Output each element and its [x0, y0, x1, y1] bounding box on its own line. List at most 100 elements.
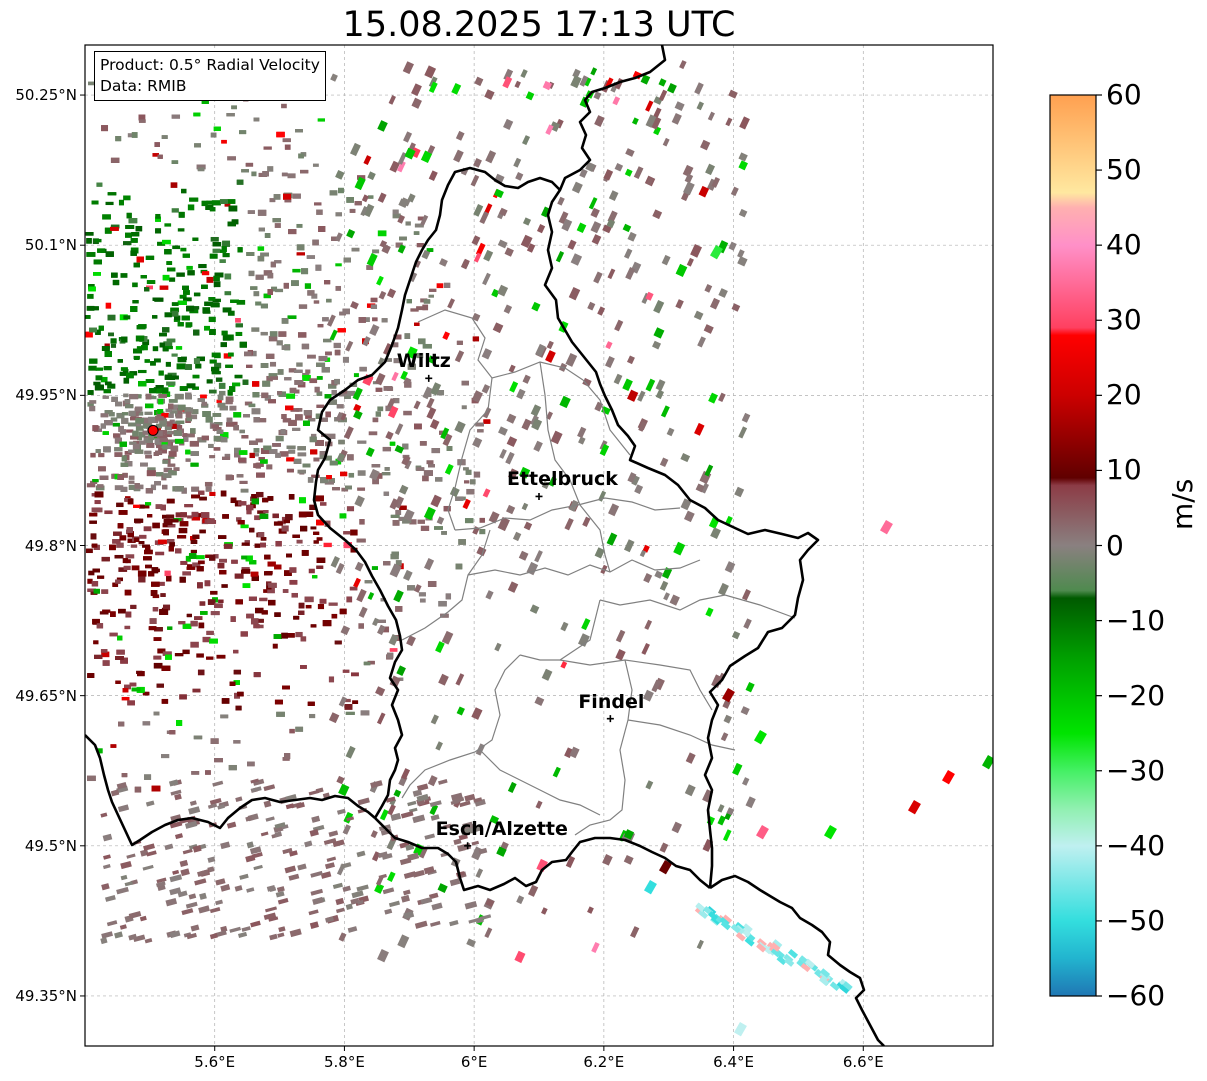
echo-cell [316, 557, 326, 563]
echo-cell [212, 248, 221, 253]
echo-cell [473, 203, 484, 217]
echo-cell [152, 297, 161, 301]
echo-cell [232, 382, 241, 387]
echo-cell [257, 462, 264, 467]
echo-cell [178, 211, 185, 218]
echo-cell [86, 305, 95, 311]
echo-cell [190, 451, 199, 456]
echo-cell [303, 410, 313, 416]
echo-cell [136, 325, 146, 330]
echo-cell [223, 543, 233, 549]
echo-cell [145, 379, 155, 383]
echo-cell [107, 192, 117, 196]
echo-cell [388, 634, 399, 646]
echo-cell [88, 365, 97, 371]
echo-cell [297, 452, 307, 457]
echo-cell [159, 434, 168, 440]
echo-cell [183, 297, 192, 302]
echo-cell [152, 315, 158, 319]
echo-cell [284, 570, 292, 576]
echo-cell [134, 786, 142, 793]
echo-cell [252, 392, 260, 398]
echo-cell [498, 426, 508, 436]
echo-cell [277, 391, 283, 395]
echo-cell [136, 256, 144, 263]
echo-cell [198, 490, 205, 495]
echo-cell [230, 616, 236, 622]
echo-cell [669, 594, 680, 606]
echo-cell [110, 157, 120, 163]
echo-cell [211, 424, 219, 429]
echo-cell [310, 624, 317, 628]
echo-cell [335, 562, 345, 575]
echo-cell [246, 251, 255, 256]
echo-cell [197, 582, 203, 589]
echo-cell [206, 656, 214, 660]
echo-cell [475, 422, 484, 427]
echo-cell [251, 327, 260, 332]
echo-cell [294, 380, 304, 385]
echo-cell [718, 392, 726, 403]
echo-cell [176, 486, 182, 491]
echo-cell [174, 653, 184, 657]
echo-cell [317, 603, 325, 610]
colorbar-tick-label: −40 [1106, 828, 1166, 862]
echo-cell [124, 461, 133, 467]
echo-cell [274, 260, 282, 264]
echo-cell [231, 559, 238, 564]
echo-cell [398, 484, 409, 495]
echo-cell [417, 338, 426, 345]
echo-cell [471, 235, 481, 246]
echo-cell [613, 373, 623, 385]
echo-cell [257, 209, 267, 216]
echo-cell [162, 473, 172, 478]
echo-cell [298, 153, 304, 159]
echo-cell [227, 156, 236, 161]
echo-cell [293, 615, 300, 620]
echo-cell [357, 487, 366, 491]
echo-cell [162, 651, 172, 656]
echo-cell [132, 443, 140, 450]
echo-cell [395, 242, 403, 248]
echo-cell [369, 324, 380, 337]
echo-cell [192, 374, 200, 379]
echo-cell [221, 584, 228, 588]
echo-cell [201, 100, 209, 104]
echo-cell [90, 533, 97, 540]
echo-cell [740, 706, 750, 716]
echo-cell [245, 162, 254, 167]
echo-cell [615, 649, 626, 661]
echo-cell [164, 374, 172, 380]
echo-cell [258, 618, 264, 623]
echo-cell [265, 353, 275, 359]
echo-cell [261, 610, 268, 615]
echo-cell [316, 391, 323, 396]
echo-cell [227, 221, 236, 227]
echo-cell [253, 417, 260, 423]
echo-cell [121, 336, 128, 343]
echo-cell [168, 455, 175, 459]
echo-cell [335, 263, 342, 267]
echo-cell [193, 292, 201, 297]
echo-cell [217, 563, 225, 569]
echo-cell [393, 789, 402, 798]
echo-cell [150, 484, 157, 491]
echo-cell [382, 343, 392, 355]
echo-cell [296, 244, 305, 251]
echo-cell [349, 208, 356, 213]
echo-cell [191, 771, 200, 775]
echo-cell [608, 503, 620, 517]
echo-cell [262, 171, 269, 177]
echo-cell [210, 132, 217, 138]
echo-cell [194, 143, 201, 148]
echo-cell [718, 288, 728, 298]
echo-cell [170, 182, 178, 188]
echo-cell [263, 293, 271, 299]
echo-cell [110, 744, 117, 748]
echo-cell [146, 514, 153, 518]
echo-cell [166, 575, 172, 582]
echo-cell [255, 607, 264, 614]
echo-cell [202, 307, 210, 314]
echo-cell [316, 362, 326, 367]
echo-cell [380, 598, 386, 602]
